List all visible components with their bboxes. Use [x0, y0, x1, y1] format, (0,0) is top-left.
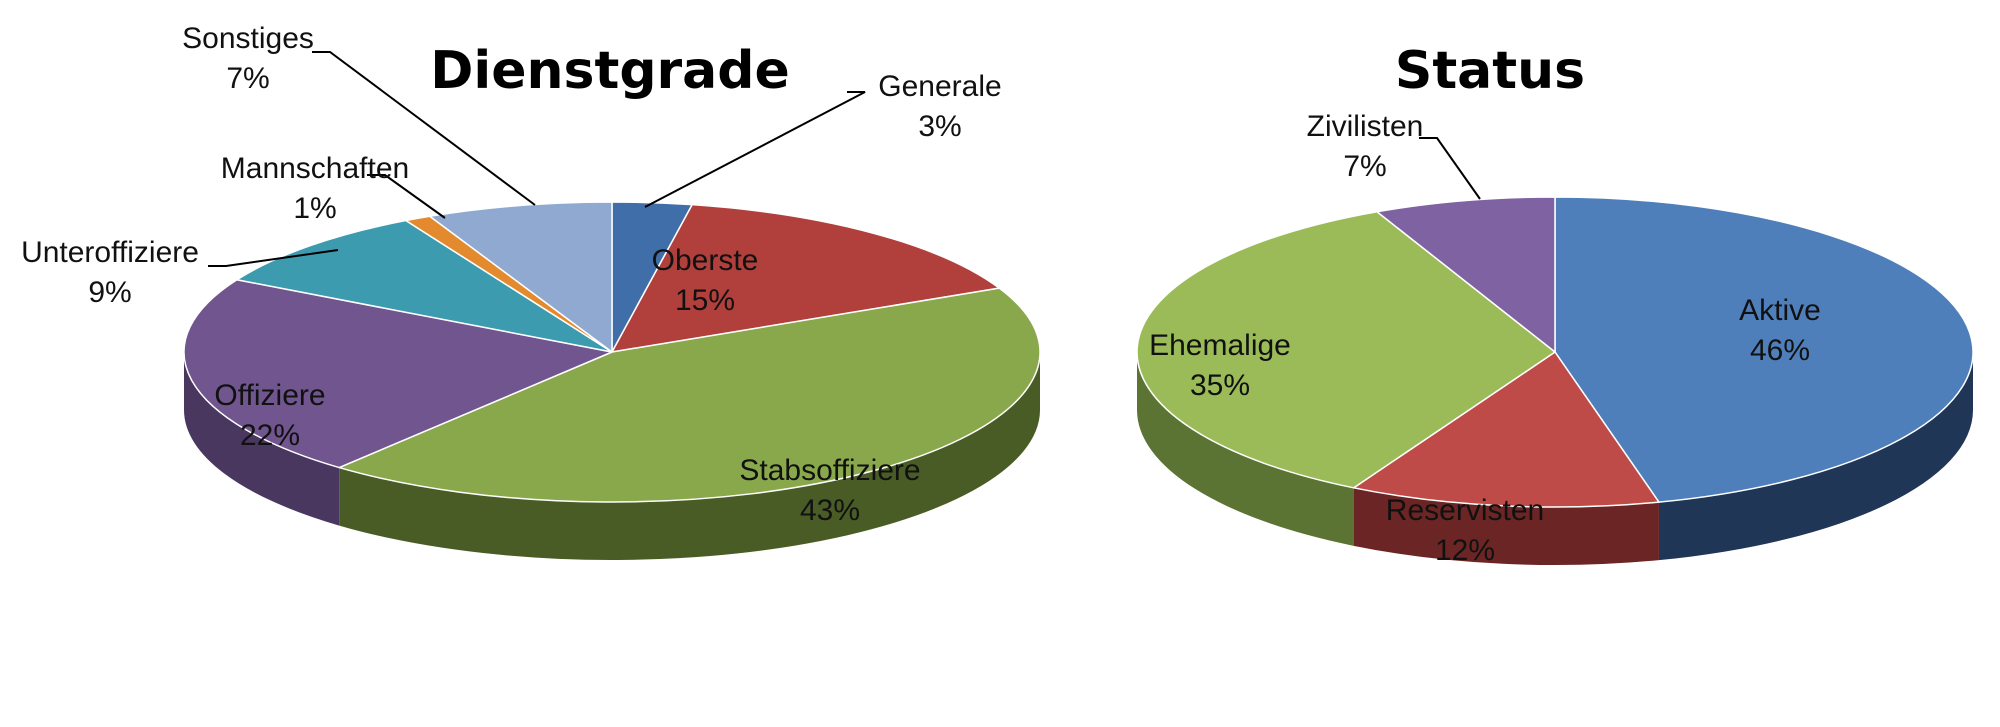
pie-0-leader-5	[367, 174, 446, 219]
pie-1-slice-1	[1352, 351, 1660, 508]
pie-0-slice-2	[338, 287, 1041, 503]
pie-0-leader-6	[312, 51, 536, 206]
pie-0-label-0: Generale	[878, 70, 1001, 103]
pie-0-value-1: 15%	[675, 284, 735, 317]
pie-top-layer	[183, 196, 1974, 508]
pie-0-value-2: 43%	[800, 494, 860, 527]
pie-1-value-0: 46%	[1750, 334, 1810, 367]
pie-0-label-4: Unteroffiziere	[21, 236, 199, 269]
pie-1-value-2: 35%	[1190, 369, 1250, 402]
pie-1-label-3: Zivilisten	[1307, 110, 1424, 143]
pie-0-label-6: Sonstiges	[182, 22, 314, 55]
pie-0-value-0: 3%	[918, 110, 961, 143]
pie-0-value-6: 7%	[226, 62, 269, 95]
pie-0-slice-1	[611, 203, 1001, 353]
pie-0-slice-3	[183, 278, 613, 469]
pie-0-label-1: Oberste	[652, 244, 759, 277]
pie-0-value-4: 9%	[88, 276, 131, 309]
pie-0-slice-4	[236, 219, 613, 353]
pie-0-leader-0	[644, 91, 866, 208]
pie-1-side-2	[1137, 352, 1354, 546]
pie-0-label-5: Mannschaften	[221, 152, 409, 185]
pie-1-slice-2	[1136, 211, 1556, 489]
pie-1-label-1: Reservisten	[1386, 494, 1544, 527]
pie-0-side-2	[339, 352, 1041, 560]
pie-1-slice-3	[1376, 196, 1556, 353]
pie-0-value-3: 22%	[240, 419, 300, 452]
pie-0-slice-6	[429, 201, 613, 353]
leader-lines-layer	[208, 51, 1481, 267]
pie-1-side-0	[1658, 352, 1973, 561]
pie-0-label-3: Offiziere	[214, 379, 325, 412]
pie-1-label-0: Aktive	[1739, 294, 1821, 327]
pie-1-value-1: 12%	[1435, 534, 1495, 567]
pie-1-label-2: Ehemalige	[1149, 329, 1291, 362]
labels-layer: Generale 3% Oberste 15% Stabsoffiziere 43% Off…	[21, 22, 1821, 567]
pie-1-slice-0	[1554, 196, 1974, 503]
pie-0-leader-4	[208, 249, 339, 267]
chart-title-dienstgrade: Dienstgrade	[430, 41, 790, 101]
pie-1-value-3: 7%	[1343, 150, 1386, 183]
pie-0-value-5: 1%	[293, 192, 336, 225]
pie-1-leader-3	[1419, 137, 1481, 200]
chart-title-status: Status	[1395, 41, 1585, 101]
pie-0-label-2: Stabsoffiziere	[739, 454, 920, 487]
